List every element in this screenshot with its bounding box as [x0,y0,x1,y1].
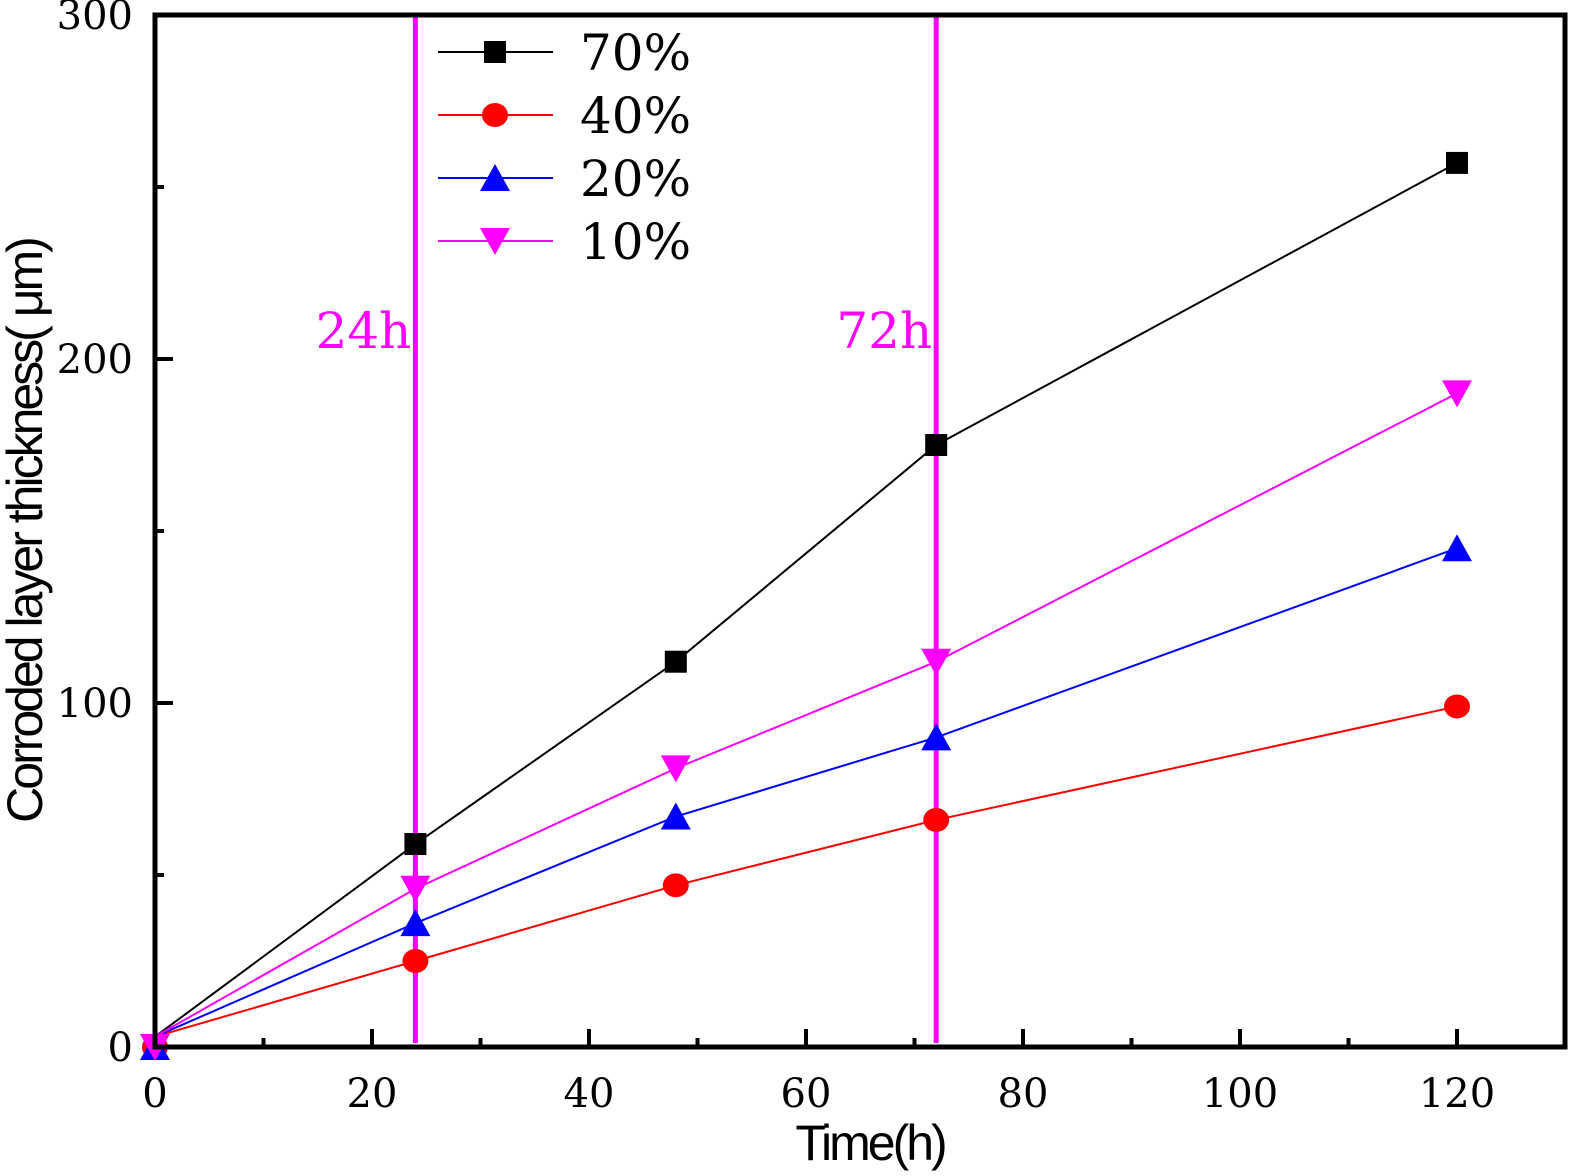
y-tick-label: 100 [57,681,133,727]
series-line [154,547,1458,1038]
axes [152,12,1568,1050]
data-point [925,434,948,456]
legend-marker-circle [482,103,508,127]
data-point [662,873,689,898]
annotation-label-72h: 72h [836,302,932,360]
series-20% [140,534,1472,1060]
legend-label: 70% [580,24,691,82]
data-point [404,833,427,856]
data-point [660,802,691,830]
data-point [921,648,952,676]
plot-frame [152,12,1568,1050]
series-line [154,392,1458,1038]
data-point [1442,380,1472,408]
series-70% [144,151,1468,1058]
legend-label: 10% [580,213,691,271]
series-10% [140,380,1472,1061]
legend-label: 20% [580,150,691,208]
y-axis-title: Corroded layer thickness( μm) [0,239,53,823]
data-point [400,909,431,937]
x-tick-label: 80 [998,1071,1049,1117]
x-tick-label: 20 [347,1071,398,1117]
data-point [664,650,687,673]
series-40% [142,694,1470,1059]
x-tick-label: 60 [781,1071,832,1117]
data-point [1444,694,1470,719]
data-point [923,807,950,832]
x-axis-title: Time(h) [795,1115,945,1171]
series-line [154,162,1458,1038]
annotations: 24h 72h [316,15,939,1043]
legend-marker-triangle-up [480,164,510,191]
legend-marker-triangle-down [480,228,510,255]
data-point [1442,534,1472,562]
legend-label: 40% [580,87,691,145]
x-tick-label: 40 [564,1071,615,1117]
x-tick-label: 100 [1202,1071,1278,1117]
data-point [921,723,952,751]
data-point [402,949,429,973]
data-point [1446,151,1468,174]
series-line [154,705,1458,1038]
annotation-label-24h: 24h [316,302,412,360]
legend-marker-square [484,41,506,63]
x-tick-label: 0 [142,1071,167,1117]
series-group [140,151,1472,1061]
y-tick-label: 300 [57,0,133,39]
legend: 70%40%20%10% [438,24,691,271]
ticks: 0 20 40 60 80 100 120 0 100 200 300 [57,0,1496,1117]
data-point [660,755,691,783]
data-point [400,875,431,903]
y-tick-label: 0 [108,1025,133,1071]
y-tick-label: 200 [57,337,133,383]
x-tick-label: 120 [1419,1071,1495,1117]
